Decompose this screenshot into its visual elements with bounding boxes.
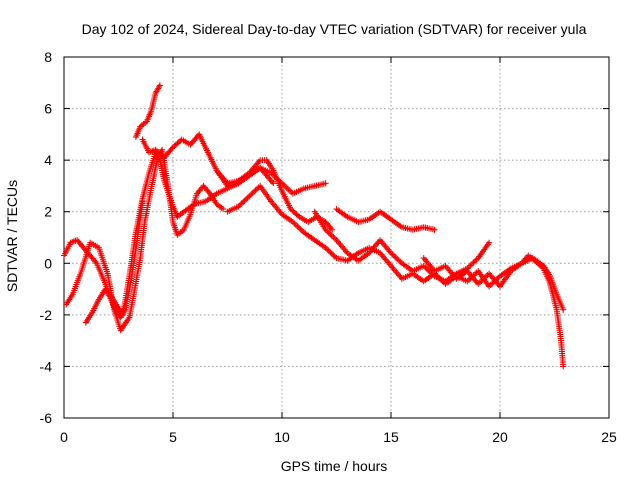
y-tick-label: 2 [44, 204, 52, 220]
series-arc-2 [63, 146, 227, 334]
data-point [156, 82, 163, 89]
x-tick-label: 10 [274, 429, 290, 445]
data-point [295, 212, 301, 219]
x-tick-label: 0 [60, 429, 68, 445]
x-axis-label: GPS time / hours [281, 458, 388, 474]
x-tick-labels: 0 5 10 15 20 25 [60, 429, 617, 445]
x-tick-label: 20 [492, 429, 508, 445]
x-tick-label: 5 [169, 429, 177, 445]
data-point [171, 143, 178, 149]
plot-frame [63, 56, 610, 419]
data-point [174, 140, 181, 147]
x-tick-label: 25 [601, 429, 617, 445]
y-tick-labels: -6 -4 -2 0 2 4 6 8 [40, 49, 53, 426]
data-point [158, 152, 165, 158]
data-point [560, 306, 567, 313]
y-tick-label: 4 [44, 152, 52, 168]
series-arc-3 [82, 198, 146, 326]
data-point [560, 363, 567, 370]
data-series [61, 82, 567, 370]
chart-title: Day 102 of 2024, Sidereal Day-to-day VTE… [82, 21, 587, 37]
data-point [220, 206, 227, 213]
series-arc-7 [224, 182, 567, 370]
data-point [431, 226, 438, 233]
data-point [139, 198, 146, 205]
data-point [329, 226, 336, 233]
y-tick-label: 6 [44, 101, 52, 117]
data-point [289, 207, 296, 214]
y-tick-label: -4 [40, 358, 53, 374]
data-point [292, 210, 299, 216]
data-point [322, 180, 329, 187]
x-tick-label: 15 [383, 429, 399, 445]
y-tick-label: 0 [44, 255, 52, 271]
y-tick-label: -6 [40, 410, 53, 426]
series-arc-4 [132, 82, 163, 140]
series-arc-10 [420, 255, 567, 313]
y-axis-label: SDTVAR / TECUs [4, 180, 20, 292]
axis-ticks [63, 56, 610, 419]
data-point [486, 239, 493, 246]
data-point [168, 145, 175, 152]
y-tick-label: -2 [40, 307, 53, 323]
y-tick-label: 8 [44, 49, 52, 65]
data-point [155, 149, 162, 156]
series-arc-8 [333, 206, 438, 233]
data-point [152, 146, 159, 153]
data-point [270, 180, 277, 187]
series-arc-6 [213, 157, 336, 233]
